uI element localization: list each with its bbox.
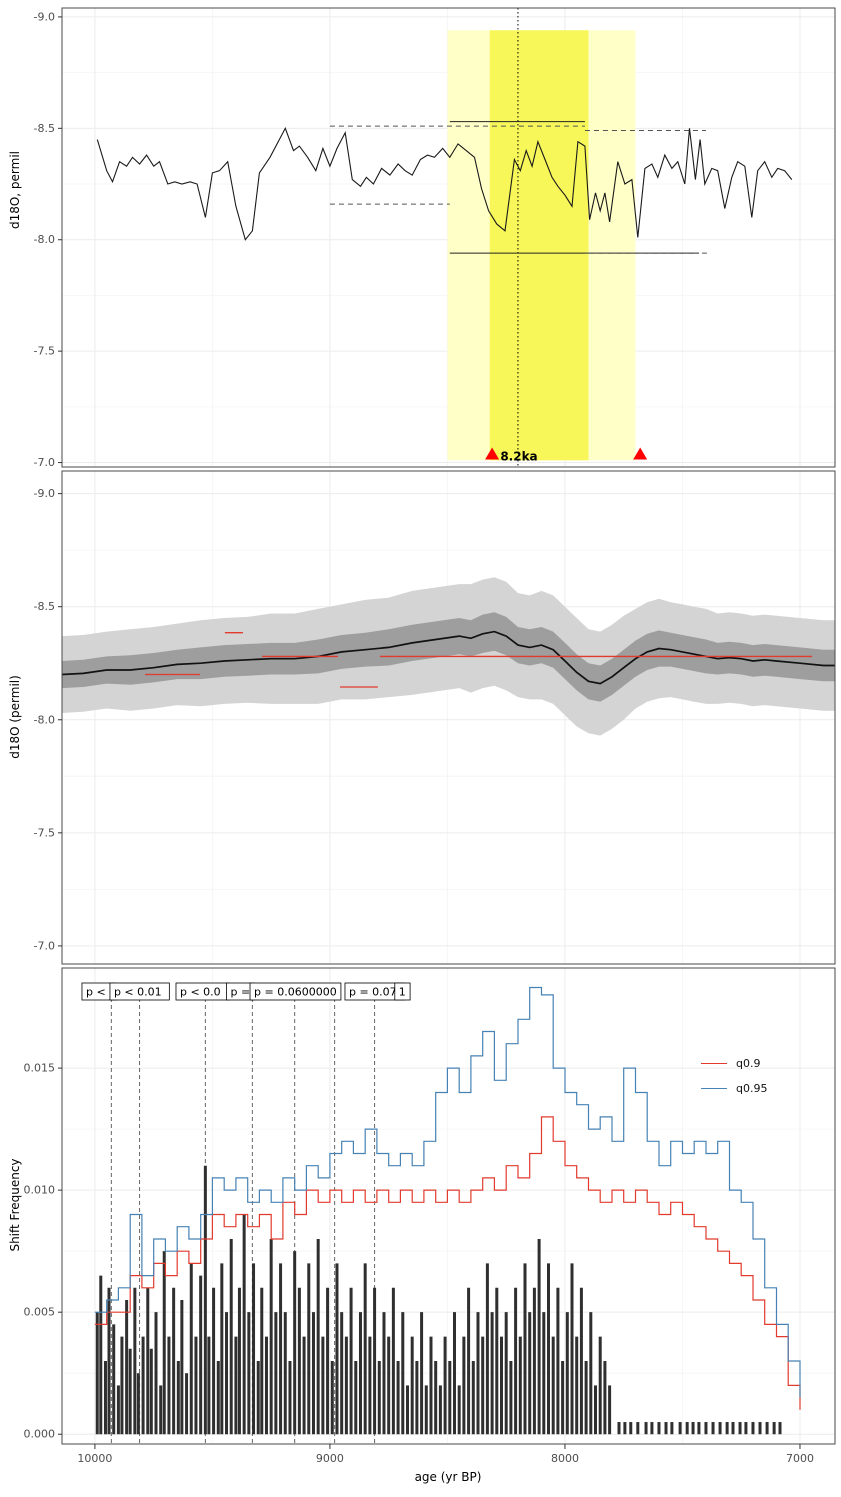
panel-border [61,967,836,1445]
q0.9-step-line [94,1116,801,1410]
panel-border [61,7,836,468]
p-value-label: p < [86,986,106,999]
y-tick-label: -8.5 [34,600,55,613]
legend-item-q09: q0.9 [701,1051,767,1076]
panel-border [61,470,836,965]
panel1-y-axis-title: d18O, permil [8,150,22,230]
legend-item-q095: q0.95 [701,1076,767,1101]
event-triangle-marker [485,447,500,460]
p-value-label: p = 0.0600000 [254,986,337,999]
y-tick-label: -9.0 [34,10,55,23]
legend: q0.9 q0.95 [701,1051,767,1101]
panel-1: 8.2ka -9.0 -8.5 -8.0 -7.5 -7.0 [34,7,836,469]
x-tick-label: 8000 [551,1452,579,1465]
panel-3: p < p < 0.01 p < 0.0 p = p = 0.0600000 p = 0… [24,967,836,1445]
panel3-y-axis-title: Shift Frequency [8,1158,22,1252]
event-triangle-marker [633,447,648,460]
event-label: 8.2ka [500,450,537,464]
x-axis-title: age (yr BP) [414,1470,482,1484]
panel-2: -9.0 -8.5 -8.0 -7.5 -7.0 [34,470,836,965]
panel-background [62,471,835,964]
y-tick-label: -7.5 [34,345,55,358]
p-value-label: 1 [399,986,406,999]
d18o-line [96,126,793,241]
legend-label-q09: q0.9 [736,1057,761,1070]
p-value-label-box [394,982,411,1001]
legend-label-q095: q0.95 [736,1082,768,1095]
y-tick-label: 0.000 [24,1428,56,1441]
p-value-label: p = 0.07 [349,986,397,999]
panel2-y-axis-title: d18O (permil) [8,675,22,759]
p-value-label-box [109,982,170,1001]
y-tick-label: -7.5 [34,826,55,839]
y-tick-label: 0.010 [24,1184,56,1197]
highlight-band [489,30,589,461]
y-tick-label: -7.0 [34,939,55,952]
q095-line-swatch [701,1088,727,1089]
x-tick-label: 10000 [77,1452,112,1465]
q0.95-step-line [94,986,801,1398]
y-tick-label: -8.5 [34,122,55,135]
p-value-label: p < 0.0 [180,986,221,999]
y-tick-label: 0.015 [24,1062,56,1075]
q09-line-swatch [701,1063,727,1064]
x-tick-label: 9000 [316,1452,344,1465]
p-value-label: p < 0.01 [114,986,162,999]
y-tick-label: 0.005 [24,1306,56,1319]
ensemble-mean-line [61,630,835,685]
y-tick-label: -7.0 [34,456,55,469]
p-value-label-box [249,982,342,1001]
p-value-label: p = [231,986,251,999]
x-tick-label: 7000 [786,1452,814,1465]
y-tick-label: -8.0 [34,233,55,246]
y-tick-label: -9.0 [34,487,55,500]
y-tick-label: -8.0 [34,713,55,726]
